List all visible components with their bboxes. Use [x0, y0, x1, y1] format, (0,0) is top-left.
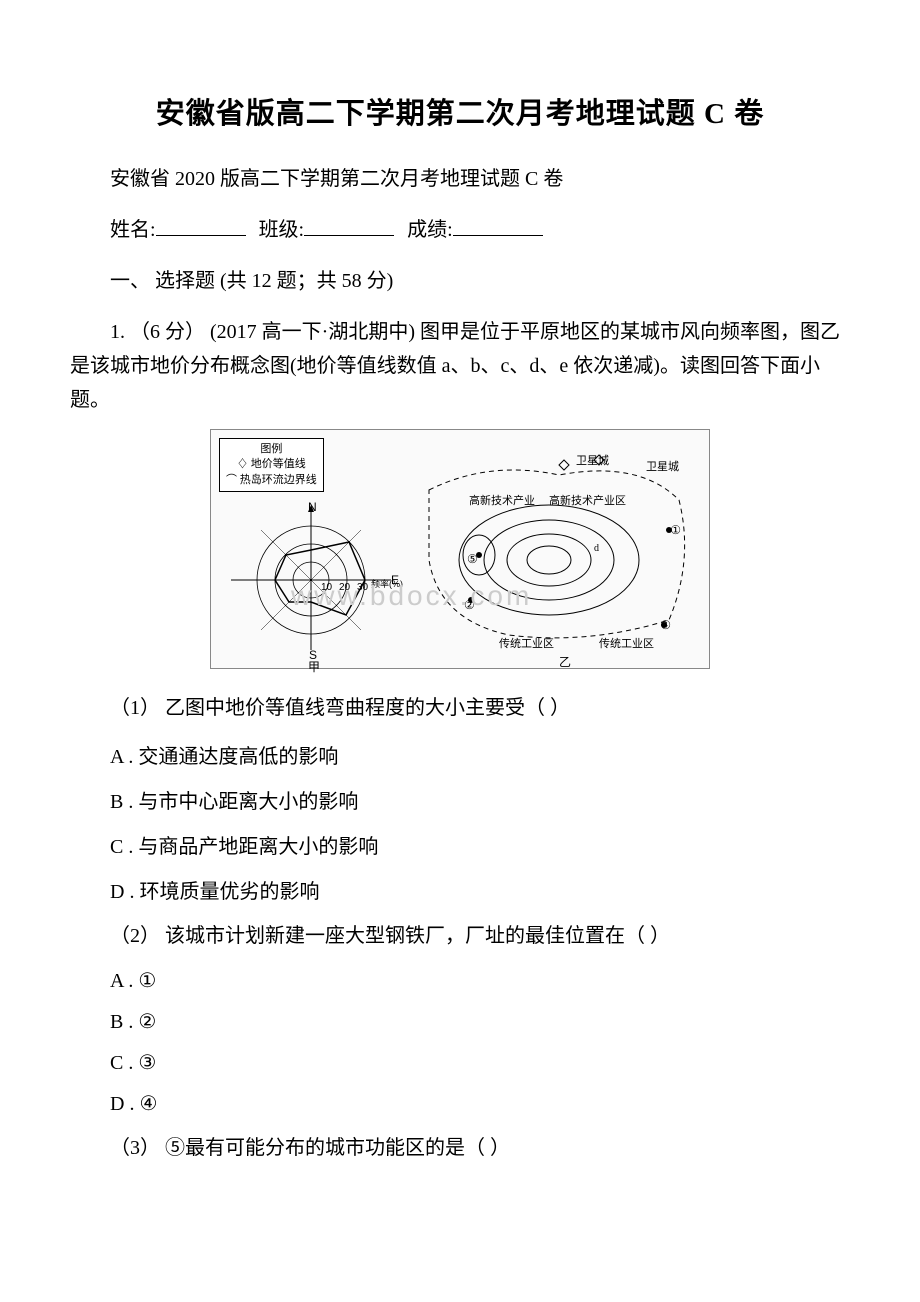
- question-source: (2017 高一下·湖北期中): [210, 321, 415, 343]
- subquestion-3: （3） ⑤最有可能分布的城市功能区的是（ ）: [70, 1132, 850, 1164]
- marker-1: ①: [670, 523, 681, 538]
- marker-2: ②: [464, 598, 475, 613]
- question-1-stem: 1. （6 分） (2017 高一下·湖北期中) 图甲是位于平原地区的某城市风向…: [70, 315, 850, 417]
- subq1-option-d: D . 环境质量优劣的影响: [70, 875, 850, 904]
- subq1-option-b: B . 与市中心距离大小的影响: [70, 785, 850, 814]
- subq1-number: （1）: [110, 697, 160, 719]
- name-blank: [156, 235, 246, 236]
- satellite-city-2: 卫星城: [646, 458, 679, 474]
- contour-d: d: [594, 543, 599, 554]
- hitech-zone-2: 高新技术产业区: [549, 492, 626, 508]
- hitech-zone-1: 高新技术产业: [469, 492, 535, 508]
- name-label: 姓名:: [110, 219, 156, 241]
- question-number: 1.: [110, 321, 125, 343]
- subq3-text: ⑤最有可能分布的城市功能区的是（ ）: [165, 1137, 510, 1159]
- subq2-option-c: C . ③: [70, 1050, 850, 1075]
- axis-unit: 频率(%): [371, 577, 403, 590]
- wind-rose-panel: N S E 10 20 30 频率(%) 甲: [211, 430, 411, 670]
- page-title: 安徽省版高二下学期第二次月考地理试题 C 卷: [70, 90, 850, 132]
- subq2-option-b: B . ②: [70, 1009, 850, 1034]
- section-meta: (共 12 题；共 58 分): [220, 270, 393, 292]
- axis-30: 30: [357, 582, 368, 593]
- marker-5: ⑤: [467, 552, 478, 567]
- marker-4: ④: [660, 618, 671, 633]
- caption-right: 乙: [559, 653, 571, 670]
- caption-left: 甲: [308, 658, 320, 675]
- landprice-map-panel: 卫星城 卫星城 高新技术产业 高新技术产业区 传统工业区 传统工业区 ① ② ⑤…: [409, 430, 709, 670]
- class-label: 班级:: [259, 219, 305, 241]
- section-name: 选择题: [155, 270, 215, 292]
- score-label: 成绩:: [407, 219, 453, 241]
- traditional-industry-2: 传统工业区: [599, 635, 654, 651]
- wind-rose-svg: [211, 430, 411, 670]
- subq3-number: （3）: [110, 1137, 160, 1159]
- student-info-line: 姓名: 班级: 成绩:: [70, 213, 850, 242]
- subtitle: 安徽省 2020 版高二下学期第二次月考地理试题 C 卷: [70, 162, 850, 191]
- subq2-option-d: D . ④: [70, 1091, 850, 1116]
- section-header: 一、 选择题 (共 12 题；共 58 分): [70, 264, 850, 293]
- question-points: （6 分）: [130, 321, 205, 343]
- subq1-option-a: A . 交通通达度高低的影响: [70, 740, 850, 769]
- subq1-text: 乙图中地价等值线弯曲程度的大小主要受（ ）: [165, 697, 570, 719]
- subquestion-1: （1） 乙图中地价等值线弯曲程度的大小主要受（ ）: [70, 692, 850, 724]
- score-blank: [453, 235, 543, 236]
- axis-20: 20: [339, 582, 350, 593]
- traditional-industry-1: 传统工业区: [499, 635, 554, 651]
- subq1-option-c: C . 与商品产地距离大小的影响: [70, 830, 850, 859]
- subq2-text: 该城市计划新建一座大型钢铁厂，厂址的最佳位置在（ ）: [165, 925, 670, 947]
- section-number: 一、: [110, 270, 150, 292]
- subquestion-2: （2） 该城市计划新建一座大型钢铁厂，厂址的最佳位置在（ ）: [70, 920, 850, 952]
- axis-10: 10: [321, 582, 332, 593]
- satellite-city-1: 卫星城: [576, 452, 609, 468]
- subq2-option-a: A . ①: [70, 968, 850, 993]
- figure: 图例 ♢ 地价等值线 ⌒ 热岛环流边界线 N S E: [210, 429, 710, 669]
- subq2-number: （2）: [110, 925, 160, 947]
- class-blank: [304, 235, 394, 236]
- compass-n-label: N: [308, 500, 317, 514]
- figure-container: 图例 ♢ 地价等值线 ⌒ 热岛环流边界线 N S E: [70, 429, 850, 674]
